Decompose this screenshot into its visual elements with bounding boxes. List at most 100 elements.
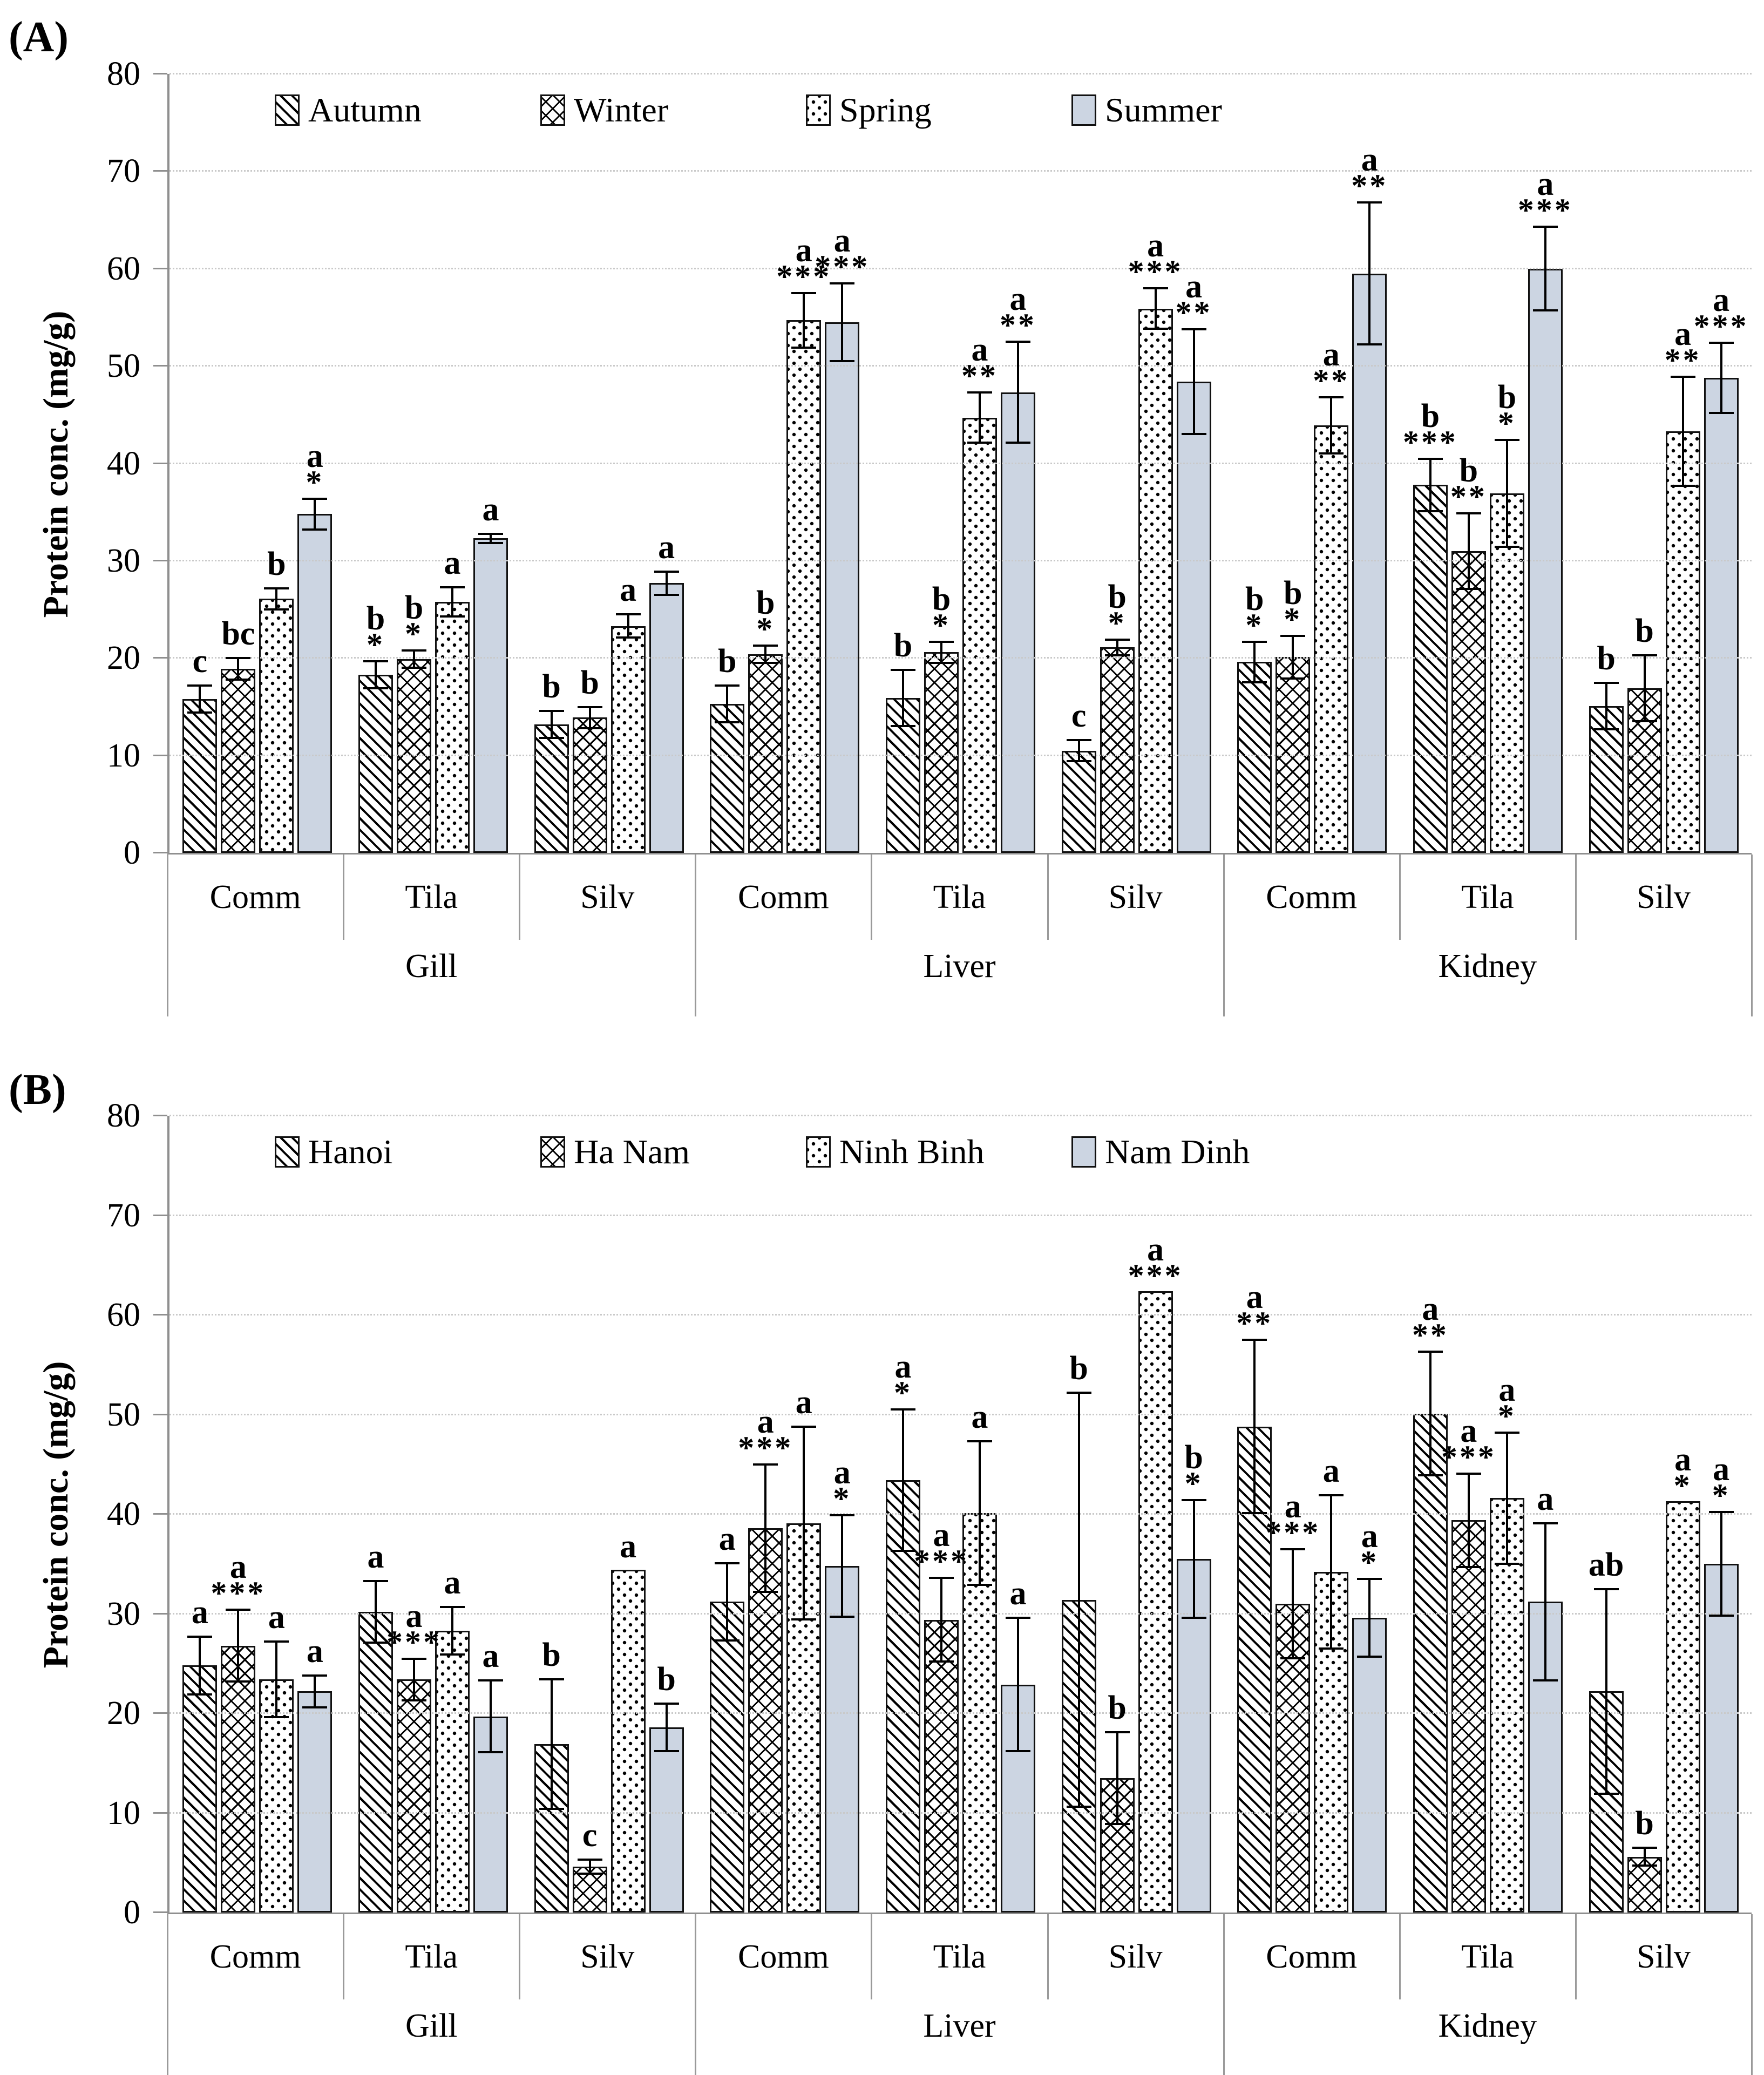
significance-label: b * xyxy=(1108,579,1127,639)
bar xyxy=(710,704,745,853)
plot-area: Autumn Winter Spring Summer c bc b a * b * b * a a b b a… xyxy=(107,56,1752,871)
error-bar-line xyxy=(803,292,805,349)
error-bar-cap xyxy=(1104,639,1130,641)
error-bar xyxy=(1456,1472,1481,1568)
significance-stars: * xyxy=(1497,405,1516,442)
bar xyxy=(182,1665,218,1913)
error-bar-cap xyxy=(1319,1647,1344,1650)
bar-slot: a *** xyxy=(815,74,867,853)
error-bar-cap xyxy=(1143,328,1168,330)
panel-a: (A) Protein conc. (mg/g) Autumn Winter Spr… xyxy=(9,13,1753,1016)
significance-letter: a xyxy=(1361,141,1378,179)
error-bar-cap xyxy=(1280,1548,1306,1550)
error-bar-cap xyxy=(1417,457,1443,460)
group-liver-tila: a * a *** a a xyxy=(873,1116,1049,1913)
bar xyxy=(825,322,860,853)
error-bar-cap xyxy=(302,528,328,531)
group-kidney-silv: b b a ** a *** xyxy=(1576,74,1752,853)
significance-stars: * xyxy=(756,611,775,647)
group-kidney-tila: a ** a *** a * a xyxy=(1400,1116,1576,1913)
error-bar-line xyxy=(451,586,453,618)
error-bar-line xyxy=(1368,1578,1371,1658)
error-bar-cap xyxy=(1632,1847,1657,1849)
y-tick-label: 80 xyxy=(107,1097,140,1134)
error-bar-line xyxy=(412,1657,415,1701)
bar-slot: a xyxy=(610,74,646,853)
error-bar-line xyxy=(1429,457,1431,512)
plot-area: Hanoi Ha Nam Ninh Binh Nam Dinh a a *** a a a a **… xyxy=(107,1097,1752,1931)
gridline xyxy=(169,267,1752,269)
bar xyxy=(435,1630,470,1913)
significance-letter: a xyxy=(444,544,461,581)
group-liver-comm: a a *** a a * xyxy=(697,1116,873,1913)
error-bar-line xyxy=(275,587,278,611)
error-bar-cap xyxy=(226,1680,251,1683)
error-bar-cap xyxy=(830,1514,855,1517)
significance-letter: b xyxy=(1069,1350,1088,1387)
error-bar-cap xyxy=(1242,640,1267,643)
legend-item: Autumn xyxy=(275,90,540,130)
error-bar-line xyxy=(374,1579,377,1644)
significance-letter: a xyxy=(1322,336,1340,374)
significance-stars: ** xyxy=(961,358,998,394)
error-bar-cap xyxy=(1708,1615,1734,1617)
error-bar-cap xyxy=(967,1440,992,1443)
error-bar-cap xyxy=(890,1408,915,1411)
significance-label: b * xyxy=(1284,577,1302,635)
y-tick-label: 40 xyxy=(107,445,140,482)
y-tick-mark xyxy=(153,1513,167,1515)
significance-letter: b xyxy=(1635,613,1654,650)
legend-swatch-nam-dinh xyxy=(1071,1136,1096,1168)
significance-letter: c xyxy=(192,642,208,680)
error-bar xyxy=(264,1640,289,1719)
significance-letter: b xyxy=(1421,397,1440,435)
significance-letter: b xyxy=(1108,579,1127,616)
error-bar-cap xyxy=(615,636,641,639)
error-bar-cap xyxy=(1319,452,1344,455)
legend-label: Nam Dinh xyxy=(1105,1133,1250,1171)
significance-letter: a xyxy=(1422,1291,1439,1328)
x-axis-band: Comm Tila Silv Comm Tila Silv Comm Tila Silv Gill… xyxy=(167,855,1753,1016)
group-liver-silv: c b * a *** a ** xyxy=(1048,74,1224,853)
error-bar xyxy=(1708,1511,1734,1617)
bar-slot: b * xyxy=(358,74,393,853)
error-bar-cap xyxy=(226,657,251,660)
bar-slot: a xyxy=(473,1116,508,1913)
bar-slot: b xyxy=(259,74,294,853)
bar xyxy=(1451,551,1486,853)
significance-letter: a xyxy=(1537,1480,1554,1517)
bar-slot: b xyxy=(710,74,745,853)
bar-slot: b * xyxy=(1237,74,1272,853)
band-separator xyxy=(695,855,697,1016)
significance-label: a xyxy=(658,531,675,564)
significance-letter: a xyxy=(191,1594,208,1631)
y-tick-mark xyxy=(153,754,167,756)
significance-stars: ** xyxy=(1175,294,1212,330)
error-bar-line xyxy=(665,570,668,596)
x-category-label: Comm xyxy=(1266,1938,1358,1975)
error-bar-cap xyxy=(1280,634,1306,637)
error-bar-cap xyxy=(830,360,855,362)
error-bar-cap xyxy=(1066,738,1091,741)
significance-label: a *** xyxy=(738,1405,793,1464)
significance-label: a xyxy=(444,546,460,580)
error-bar-cap xyxy=(1593,1793,1619,1795)
bar xyxy=(710,1602,745,1913)
legend-swatch-summer xyxy=(1071,94,1096,126)
significance-label: a xyxy=(444,1566,460,1599)
bar xyxy=(748,1528,783,1913)
error-bar xyxy=(1632,1847,1657,1867)
band-separator xyxy=(871,855,873,940)
error-bar-cap xyxy=(1532,226,1558,228)
bar xyxy=(1100,647,1135,853)
error-bar-line xyxy=(374,660,377,689)
error-bar-cap xyxy=(1708,411,1734,414)
significance-label: b * xyxy=(367,602,385,661)
error-bar-line xyxy=(901,669,904,728)
bar-slot: b xyxy=(885,74,920,853)
bar-slot: a xyxy=(710,1116,745,1913)
error-bar-line xyxy=(1544,1522,1546,1681)
error-bar xyxy=(478,532,503,545)
error-bar-line xyxy=(1016,1617,1019,1752)
